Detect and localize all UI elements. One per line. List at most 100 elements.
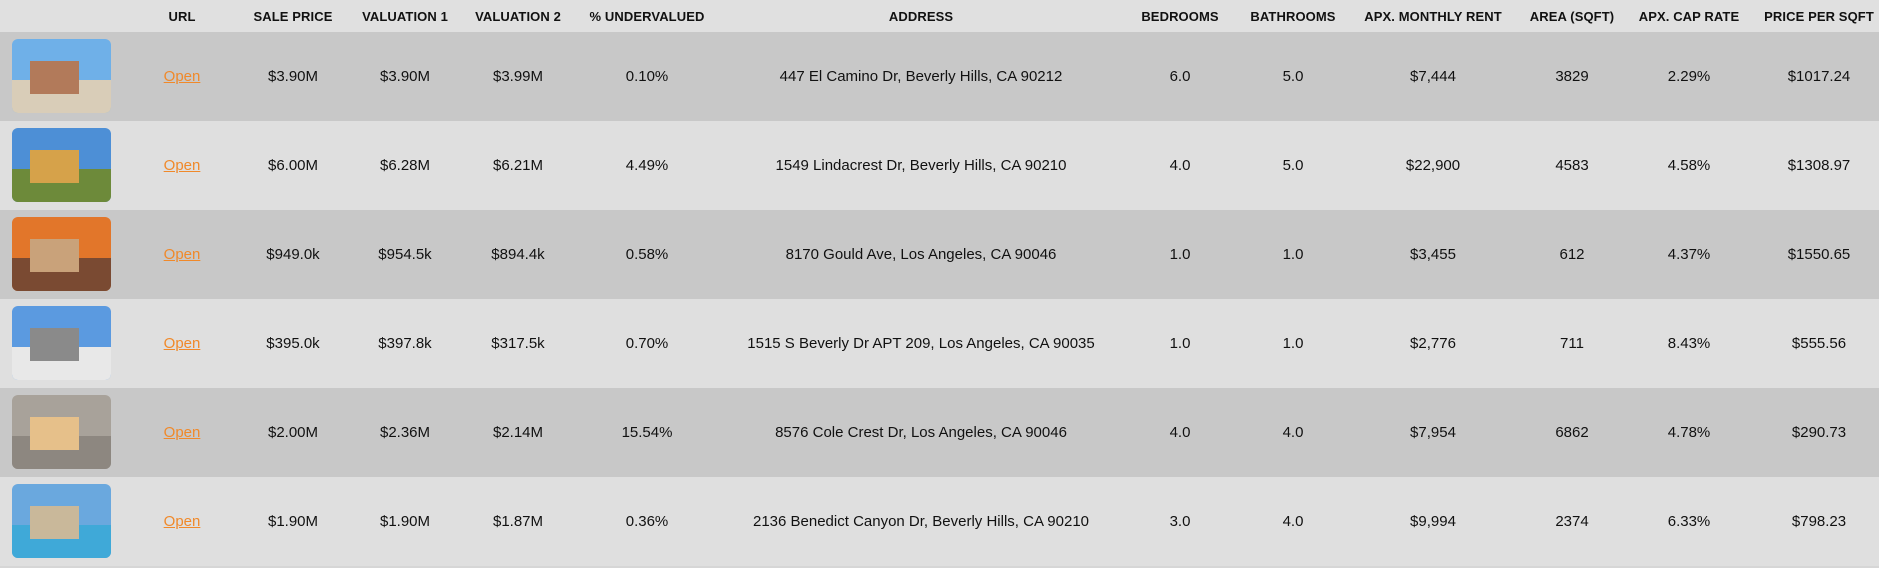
column-header: % UNDERVALUED — [589, 9, 705, 24]
thumbnail-building — [29, 506, 80, 540]
property-thumbnail[interactable] — [12, 395, 111, 469]
table-cell: 447 El Camino Dr, Beverly Hills, CA 9021… — [779, 68, 1063, 85]
table-cell: $2.00M — [267, 424, 319, 441]
thumbnail-building — [29, 239, 80, 273]
table-cell: 8.43% — [1667, 335, 1711, 352]
table-cell: 4.37% — [1667, 246, 1711, 263]
column-header: APX. MONTHLY RENT — [1364, 9, 1502, 24]
table-cell: 1515 S Beverly Dr APT 209, Los Angeles, … — [747, 335, 1095, 352]
table-cell: 1.0 — [1169, 335, 1191, 352]
thumbnail-building — [29, 61, 80, 95]
header-row: URL SALE PRICE VALUATION 1 VALUATION 2 % UND… — [0, 0, 1879, 32]
table-cell: 2136 Benedict Canyon Dr, Beverly Hills, … — [752, 513, 1090, 530]
column-header: VALUATION 2 — [475, 9, 561, 24]
table-cell: $317.5k — [491, 335, 545, 352]
table-cell: 1.0 — [1169, 246, 1191, 263]
thumbnail-building — [29, 328, 80, 362]
table-cell: $555.56 — [1791, 335, 1847, 352]
table-cell: 1.0 — [1282, 335, 1304, 352]
table-cell: 6862 — [1555, 424, 1589, 441]
table-cell: 3.0 — [1169, 513, 1191, 530]
column-header: BATHROOMS — [1250, 9, 1336, 24]
table-cell: 1.0 — [1282, 246, 1304, 263]
open-link[interactable]: Open — [163, 157, 201, 174]
property-thumbnail[interactable] — [12, 128, 111, 202]
table-cell: 612 — [1559, 246, 1585, 263]
table-cell: $1.90M — [379, 513, 431, 530]
property-thumbnail[interactable] — [12, 484, 111, 558]
open-link[interactable]: Open — [163, 335, 201, 352]
table-cell: 8170 Gould Ave, Los Angeles, CA 90046 — [785, 246, 1057, 263]
table-cell: $798.23 — [1791, 513, 1847, 530]
table-cell: $954.5k — [378, 246, 432, 263]
table-cell: 0.36% — [625, 513, 669, 530]
column-header: BEDROOMS — [1141, 9, 1219, 24]
table-cell: $9,994 — [1410, 513, 1456, 530]
table-cell: $3.90M — [379, 68, 431, 85]
table-cell: $894.4k — [491, 246, 545, 263]
table-cell: $6.28M — [379, 157, 431, 174]
table-cell: $2.36M — [379, 424, 431, 441]
table-cell: 1549 Lindacrest Dr, Beverly Hills, CA 90… — [775, 157, 1067, 174]
table-cell: 2.29% — [1667, 68, 1711, 85]
table-cell: 15.54% — [621, 424, 673, 441]
table-cell: $1550.65 — [1787, 246, 1851, 263]
column-header: ADDRESS — [888, 9, 954, 24]
column-header: AREA (SQFT) — [1529, 9, 1615, 24]
table-cell: 4.58% — [1667, 157, 1711, 174]
column-header: VALUATION 1 — [362, 9, 448, 24]
table-cell: $2,776 — [1410, 335, 1456, 352]
open-link[interactable]: Open — [163, 513, 201, 530]
table-cell: 711 — [1560, 335, 1584, 352]
table-cell: $22,900 — [1405, 157, 1461, 174]
table-cell: $395.0k — [266, 335, 320, 352]
open-link[interactable]: Open — [163, 246, 201, 263]
column-header: URL — [168, 9, 196, 24]
table-cell: $3.90M — [267, 68, 319, 85]
data-row: Open $6.00M $6.28M $6.21M 4.49% 1549 Lindacre… — [0, 121, 1879, 210]
table-cell: 6.33% — [1667, 513, 1711, 530]
table-cell: $3.99M — [492, 68, 544, 85]
table-cell: $1.90M — [267, 513, 319, 530]
data-row: Open $395.0k $397.8k $317.5k 0.70% 1515 S Bev… — [0, 299, 1879, 388]
table-cell: $1.87M — [492, 513, 544, 530]
table-cell: 4583 — [1555, 157, 1589, 174]
data-row: Open $2.00M $2.36M $2.14M 15.54% 8576 Cole Cr… — [0, 388, 1879, 477]
property-thumbnail[interactable] — [12, 39, 111, 113]
table-cell: 5.0 — [1282, 157, 1304, 174]
open-link[interactable]: Open — [163, 424, 201, 441]
table-cell: 0.10% — [625, 68, 669, 85]
table-cell: 4.0 — [1282, 513, 1304, 530]
table-cell: 4.0 — [1169, 424, 1191, 441]
table-cell: 6.0 — [1169, 68, 1191, 85]
table-cell: $290.73 — [1791, 424, 1847, 441]
data-row: Open $1.90M $1.90M $1.87M 0.36% 2136 Benedict… — [0, 477, 1879, 566]
column-header: PRICE PER SQFT — [1764, 9, 1874, 24]
property-thumbnail[interactable] — [12, 217, 111, 291]
column-header: APX. CAP RATE — [1638, 9, 1740, 24]
table-cell: 2374 — [1555, 513, 1589, 530]
table-cell: $1017.24 — [1787, 68, 1851, 85]
table-cell: 8576 Cole Crest Dr, Los Angeles, CA 9004… — [775, 424, 1067, 441]
table-cell: 3829 — [1555, 68, 1589, 85]
open-link[interactable]: Open — [163, 68, 201, 85]
data-row: Open $949.0k $954.5k $894.4k 0.58% 8170 Gould… — [0, 210, 1879, 299]
table-cell: $7,954 — [1410, 424, 1456, 441]
table-cell: $397.8k — [378, 335, 432, 352]
column-header: SALE PRICE — [253, 9, 333, 24]
table-cell: $949.0k — [266, 246, 320, 263]
table-cell: 4.0 — [1169, 157, 1191, 174]
thumbnail-building — [29, 417, 80, 451]
table-cell: $7,444 — [1410, 68, 1456, 85]
table-cell: 0.70% — [625, 335, 669, 352]
table-cell: $6.21M — [492, 157, 544, 174]
data-row: Open $3.90M $3.90M $3.99M 0.10% 447 El Camino… — [0, 32, 1879, 121]
table-cell: $1308.97 — [1787, 157, 1851, 174]
thumbnail-building — [29, 150, 80, 184]
table-cell: $2.14M — [492, 424, 544, 441]
property-thumbnail[interactable] — [12, 306, 111, 380]
table-cell: $6.00M — [267, 157, 319, 174]
table-cell: 5.0 — [1282, 68, 1304, 85]
table-cell: 4.78% — [1667, 424, 1711, 441]
